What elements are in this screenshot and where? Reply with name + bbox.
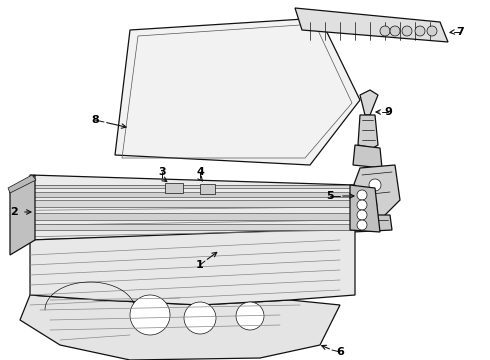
Circle shape <box>130 295 170 335</box>
Polygon shape <box>30 200 355 207</box>
Polygon shape <box>30 224 355 230</box>
Text: 2: 2 <box>10 207 18 217</box>
Circle shape <box>415 26 425 36</box>
Polygon shape <box>10 175 35 255</box>
Text: 3: 3 <box>158 167 166 177</box>
Circle shape <box>184 302 216 334</box>
Polygon shape <box>8 175 36 193</box>
Polygon shape <box>165 183 183 193</box>
Polygon shape <box>20 295 340 360</box>
Polygon shape <box>30 228 355 305</box>
Circle shape <box>357 220 367 230</box>
Polygon shape <box>360 90 378 115</box>
Circle shape <box>367 200 377 210</box>
Text: 6: 6 <box>336 347 344 357</box>
Polygon shape <box>30 192 355 197</box>
Polygon shape <box>353 215 392 232</box>
Polygon shape <box>30 175 355 240</box>
Circle shape <box>357 190 367 200</box>
Polygon shape <box>200 184 215 194</box>
Circle shape <box>427 26 437 36</box>
Circle shape <box>402 26 412 36</box>
Polygon shape <box>115 18 360 165</box>
Circle shape <box>367 217 377 227</box>
Polygon shape <box>358 115 378 148</box>
Text: 5: 5 <box>326 191 334 201</box>
Circle shape <box>369 179 381 191</box>
Circle shape <box>380 26 390 36</box>
Circle shape <box>357 210 367 220</box>
Text: 8: 8 <box>91 115 99 125</box>
Polygon shape <box>295 8 448 42</box>
Text: 1: 1 <box>196 260 204 270</box>
Polygon shape <box>350 165 400 220</box>
Text: 7: 7 <box>456 27 464 37</box>
Text: 9: 9 <box>384 107 392 117</box>
Polygon shape <box>350 185 380 232</box>
Polygon shape <box>30 213 355 220</box>
Circle shape <box>236 302 264 330</box>
Polygon shape <box>353 145 382 168</box>
Polygon shape <box>30 185 355 188</box>
Circle shape <box>390 26 400 36</box>
Text: 4: 4 <box>196 167 204 177</box>
Circle shape <box>357 200 367 210</box>
